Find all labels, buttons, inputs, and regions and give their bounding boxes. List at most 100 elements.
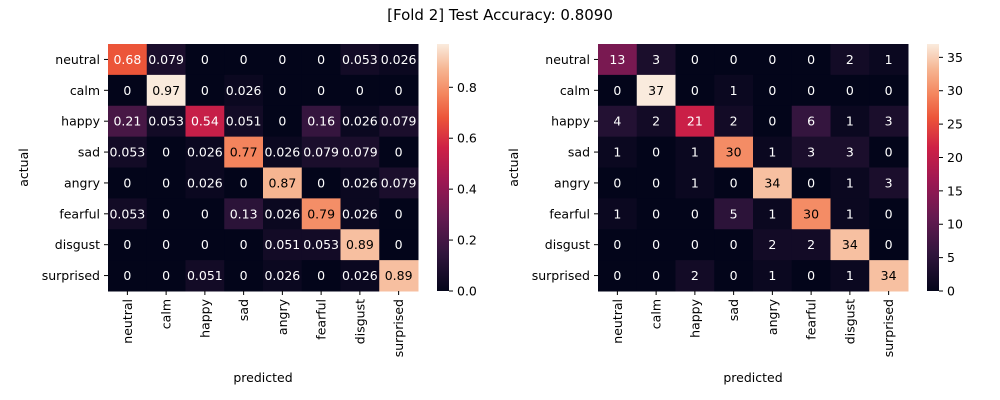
heatmap-cell bbox=[379, 229, 419, 261]
heatmap-cell bbox=[675, 260, 715, 292]
y-tick-label: neutral bbox=[545, 52, 590, 67]
cell-label: 0 bbox=[730, 237, 738, 252]
cell-label: 0 bbox=[278, 114, 286, 129]
heatmap-cell bbox=[146, 44, 186, 76]
cell-label: 0.026 bbox=[342, 175, 378, 190]
heatmap-cell bbox=[224, 105, 264, 138]
heatmap-cell bbox=[340, 260, 380, 292]
y-tick-label: happy bbox=[551, 114, 590, 129]
cell-label: 0 bbox=[730, 268, 738, 283]
cell-label: 0.79 bbox=[307, 206, 335, 221]
heatmap-cell bbox=[340, 44, 380, 76]
colorbar-tick-label: 5 bbox=[947, 250, 955, 265]
cell-label: 6 bbox=[807, 114, 815, 129]
colorbar-tick-label: 0.6 bbox=[457, 131, 477, 146]
heatmap-cell bbox=[791, 74, 831, 107]
x-tick-label: disgust bbox=[842, 299, 857, 344]
cell-label: 0 bbox=[395, 83, 403, 98]
heatmap-cell bbox=[263, 198, 303, 230]
cell-label: 0 bbox=[201, 52, 209, 67]
x-tick-label: calm bbox=[649, 299, 664, 329]
heatmap-counts: 13 3 0 0 0 0 2 10 37 0 1 0 0 0 04 2 21 2 0 6 1 31 0 1 30 1 3 3 00 0 1 0… bbox=[506, 44, 963, 385]
cell-label: 0.026 bbox=[187, 175, 223, 190]
cell-label: 0.87 bbox=[268, 175, 296, 190]
heatmap-cell bbox=[714, 105, 754, 138]
cell-label: 0 bbox=[201, 237, 209, 252]
cell-label: 0 bbox=[613, 83, 621, 98]
heatmap-cell bbox=[263, 136, 303, 168]
cell-label: 0 bbox=[162, 206, 170, 221]
heatmap-cell bbox=[830, 44, 870, 76]
colorbar-tick-label: 25 bbox=[947, 117, 963, 132]
x-tick-label: surprised bbox=[881, 299, 896, 357]
cell-label: 0 bbox=[162, 268, 170, 283]
y-tick-label: disgust bbox=[545, 237, 590, 252]
cell-label: 0 bbox=[846, 83, 854, 98]
heatmap-cell bbox=[301, 105, 341, 138]
y-tick-label: angry bbox=[64, 175, 101, 190]
cell-label: 5 bbox=[730, 206, 738, 221]
heatmap-cell bbox=[379, 136, 419, 168]
heatmap-cell bbox=[675, 105, 715, 138]
cell-label: 0 bbox=[240, 237, 248, 252]
heatmap-cell bbox=[753, 167, 793, 199]
heatmap-cell bbox=[791, 105, 831, 138]
cell-label: 2 bbox=[768, 237, 776, 252]
heatmap-cell bbox=[830, 74, 870, 107]
colorbar-tick-label: 0.2 bbox=[457, 233, 477, 248]
cell-label: 0.051 bbox=[226, 114, 262, 129]
cell-label: 1 bbox=[846, 206, 854, 221]
cell-label: 0.026 bbox=[187, 145, 223, 160]
x-tick-label: sad bbox=[236, 299, 251, 321]
cell-label: 0.051 bbox=[264, 237, 300, 252]
heatmap-cell bbox=[869, 229, 909, 261]
heatmap-cell bbox=[185, 44, 225, 76]
cell-label: 0 bbox=[691, 83, 699, 98]
cell-label: 0.89 bbox=[346, 237, 374, 252]
cell-label: 0.97 bbox=[152, 83, 180, 98]
x-tick-label: happy bbox=[687, 298, 702, 337]
cell-label: 0.051 bbox=[187, 268, 223, 283]
heatmap-cell bbox=[830, 167, 870, 199]
heatmap-cell bbox=[108, 260, 148, 292]
heatmap-cell bbox=[598, 136, 638, 168]
cell-label: 34 bbox=[764, 175, 780, 190]
x-tick-label: disgust bbox=[352, 299, 367, 344]
cell-label: 0 bbox=[240, 52, 248, 67]
cell-label: 0 bbox=[730, 52, 738, 67]
cell-label: 0.026 bbox=[381, 52, 417, 67]
cell-label: 0 bbox=[652, 237, 660, 252]
cell-label: 0.026 bbox=[342, 206, 378, 221]
heatmap-cell bbox=[714, 229, 754, 261]
colorbar-tick-label: 0.8 bbox=[457, 80, 477, 95]
heatmap-cell bbox=[263, 44, 303, 76]
x-tick-label: fearful bbox=[314, 299, 329, 340]
cell-label: 2 bbox=[652, 114, 660, 129]
heatmap-cell bbox=[185, 260, 225, 292]
cell-label: 0 bbox=[278, 83, 286, 98]
heatmap-cell bbox=[379, 167, 419, 199]
cell-label: 0 bbox=[691, 237, 699, 252]
cell-label: 0 bbox=[356, 83, 364, 98]
cell-label: 34 bbox=[842, 237, 858, 252]
x-tick-label: neutral bbox=[610, 299, 625, 344]
cell-label: 0.77 bbox=[230, 145, 258, 160]
cell-label: 0.026 bbox=[264, 206, 300, 221]
heatmap-cell bbox=[340, 167, 380, 199]
cell-label: 30 bbox=[803, 206, 819, 221]
cell-label: 0.54 bbox=[191, 114, 219, 129]
cell-label: 1 bbox=[885, 52, 893, 67]
cell-label: 0 bbox=[768, 114, 776, 129]
cell-label: 0 bbox=[395, 237, 403, 252]
heatmap-cell bbox=[224, 74, 264, 107]
heatmap-cell bbox=[379, 74, 419, 107]
colorbar-tick-label: 10 bbox=[947, 217, 963, 232]
heatmap-cell bbox=[598, 105, 638, 138]
heatmap-cell bbox=[224, 44, 264, 76]
x-tick-label: calm bbox=[159, 299, 174, 329]
x-tick-label: angry bbox=[275, 298, 290, 335]
heatmap-cell bbox=[108, 229, 148, 261]
cell-label: 0.026 bbox=[342, 114, 378, 129]
